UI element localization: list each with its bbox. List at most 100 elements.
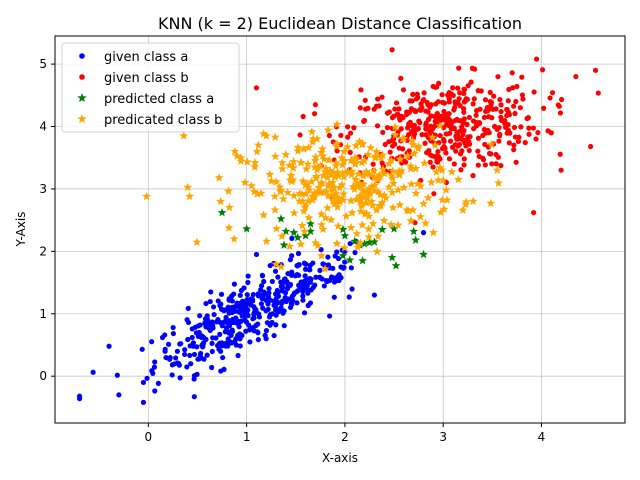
data-point <box>493 151 499 158</box>
legend-marker <box>79 74 85 80</box>
data-point-star <box>486 198 496 208</box>
data-point-star <box>183 182 193 192</box>
data-point <box>443 150 449 156</box>
data-point <box>430 164 436 170</box>
data-point <box>253 251 260 258</box>
data-point <box>213 335 219 341</box>
data-point <box>482 162 488 168</box>
data-point <box>428 102 434 108</box>
data-point-star <box>321 186 331 196</box>
data-point <box>496 138 502 144</box>
data-point <box>279 298 285 305</box>
data-point <box>219 340 225 346</box>
data-point-star <box>379 190 389 200</box>
data-point <box>456 142 462 148</box>
data-point-star <box>362 208 371 218</box>
data-point-star <box>438 175 448 185</box>
data-point-star <box>311 173 321 182</box>
data-point <box>302 273 308 279</box>
data-point-star <box>408 135 417 145</box>
data-point <box>303 261 309 267</box>
data-point <box>420 230 427 236</box>
data-point-star <box>333 221 343 230</box>
data-point <box>203 324 209 330</box>
data-point-star <box>217 208 227 217</box>
y-tick-label: 3 <box>39 182 47 196</box>
data-point-star <box>328 177 338 187</box>
data-point-star <box>316 161 325 170</box>
data-point-star <box>289 163 298 172</box>
data-point-star <box>409 226 419 236</box>
data-point-star <box>458 205 468 214</box>
data-point <box>271 298 278 305</box>
data-point <box>460 131 466 138</box>
data-point <box>556 103 562 109</box>
data-point-star <box>386 219 396 229</box>
data-point-star <box>363 149 373 159</box>
data-point-star <box>447 167 457 176</box>
data-point <box>207 327 213 334</box>
data-point <box>370 161 376 167</box>
data-point <box>312 102 319 108</box>
data-point-star <box>320 264 330 273</box>
data-point-star <box>324 179 334 188</box>
data-point <box>325 254 331 260</box>
data-point-star <box>352 181 362 191</box>
data-point <box>547 95 553 101</box>
data-point <box>182 347 188 353</box>
data-point <box>310 284 316 291</box>
data-point-star <box>303 196 313 205</box>
data-point <box>226 297 232 303</box>
data-point <box>427 159 433 165</box>
data-point-star <box>304 213 314 222</box>
data-point <box>241 285 247 291</box>
data-point <box>282 290 289 296</box>
data-point <box>461 106 467 112</box>
data-point-star <box>442 195 452 204</box>
data-point <box>251 315 257 321</box>
data-point <box>167 355 173 361</box>
data-point <box>488 151 494 157</box>
data-point <box>242 308 248 314</box>
data-point-star <box>370 237 379 246</box>
data-point <box>273 312 279 318</box>
data-point <box>235 352 241 359</box>
data-point-star <box>380 169 389 178</box>
data-point <box>375 96 381 102</box>
data-point <box>526 125 532 131</box>
data-point <box>519 74 525 80</box>
data-point-star <box>289 208 299 217</box>
data-point <box>185 305 191 311</box>
data-point <box>454 136 460 142</box>
data-point <box>459 124 465 130</box>
data-point-star <box>300 203 310 212</box>
data-point-star <box>329 195 338 204</box>
data-point-star <box>278 194 288 203</box>
data-point <box>480 132 486 139</box>
data-point-star <box>351 195 361 204</box>
data-point-star <box>270 205 280 214</box>
data-point <box>461 86 468 93</box>
data-point <box>258 301 265 307</box>
data-point <box>526 131 532 137</box>
data-point-star <box>340 231 350 240</box>
data-point <box>453 148 459 154</box>
data-point-star <box>453 174 463 184</box>
data-point <box>473 112 479 118</box>
data-point <box>461 156 467 162</box>
data-point-star <box>242 157 252 166</box>
data-point-star <box>286 170 296 180</box>
data-point-star <box>328 168 338 177</box>
data-point <box>255 321 261 327</box>
data-point-star <box>281 150 291 159</box>
data-point-star <box>355 238 365 247</box>
data-point-star <box>307 177 317 186</box>
data-point-star <box>317 144 327 153</box>
data-point-star <box>389 224 399 233</box>
data-point-star <box>318 151 328 160</box>
data-point <box>250 291 256 298</box>
data-point <box>486 130 492 136</box>
data-point-star <box>252 147 262 156</box>
data-point-star <box>270 151 280 161</box>
data-point <box>421 90 427 96</box>
